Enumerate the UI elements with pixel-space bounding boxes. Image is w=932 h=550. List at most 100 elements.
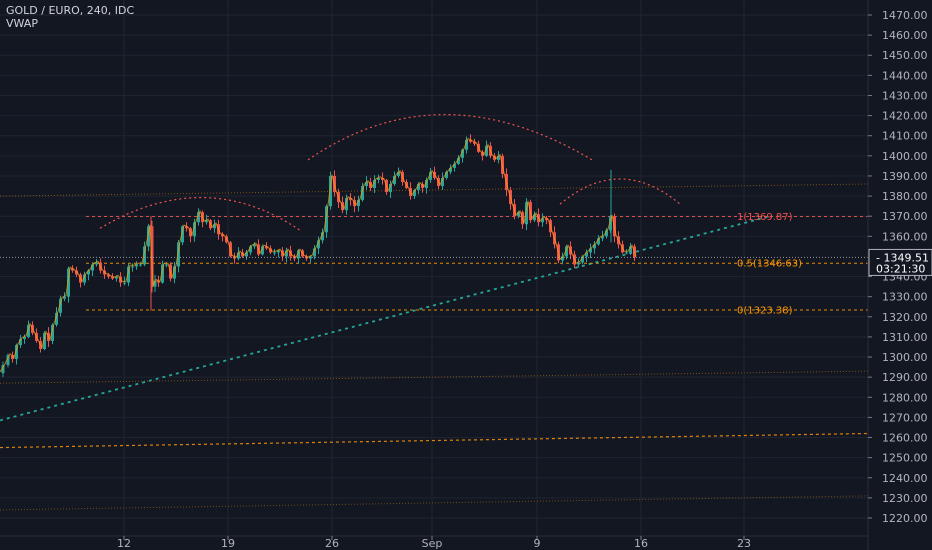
candle-body bbox=[397, 171, 400, 176]
time-axis: 12 19 26 Sep 9 16 23 bbox=[117, 536, 751, 550]
price-axis-label: 1410.00 bbox=[882, 130, 928, 143]
candle-body bbox=[153, 280, 157, 287]
price-axis-label: 1230.00 bbox=[882, 492, 928, 505]
candle-body bbox=[329, 175, 332, 207]
channel-line-upper bbox=[0, 183, 869, 197]
candle-body bbox=[181, 226, 184, 243]
candle-body bbox=[91, 264, 94, 271]
candle-body bbox=[273, 252, 276, 254]
fib-level-1-label: 1(1369.87) bbox=[737, 212, 793, 223]
candle-body bbox=[413, 190, 416, 197]
price-axis-label: 1390.00 bbox=[882, 170, 928, 183]
candle-body bbox=[425, 179, 428, 189]
channel-line-lowest bbox=[0, 495, 869, 511]
candle-body bbox=[597, 238, 600, 245]
candle-body bbox=[317, 240, 320, 249]
symbol-title: GOLD / EURO, 240, IDC bbox=[6, 4, 135, 17]
price-axis-label: 1260.00 bbox=[882, 432, 928, 445]
left-shoulder-arc bbox=[99, 197, 301, 231]
candle-body bbox=[469, 139, 472, 142]
candle-body bbox=[389, 184, 392, 193]
time-axis-label: 9 bbox=[534, 537, 541, 550]
candle-body bbox=[67, 268, 70, 297]
candle-body bbox=[585, 252, 588, 257]
candle-body bbox=[325, 206, 328, 233]
candle-body bbox=[297, 250, 300, 259]
candle-body bbox=[393, 175, 396, 185]
candle-body bbox=[313, 248, 316, 257]
candle-body bbox=[377, 177, 380, 180]
time-axis-label: 23 bbox=[737, 537, 751, 550]
candle-body bbox=[593, 244, 596, 249]
price-axis-label: 1400.00 bbox=[882, 150, 928, 163]
candle-body bbox=[361, 186, 364, 201]
candle-body bbox=[253, 244, 256, 247]
time-axis-label: 19 bbox=[221, 537, 235, 550]
candle-body bbox=[629, 246, 632, 253]
candle-body bbox=[111, 276, 114, 279]
candle-body bbox=[581, 256, 584, 263]
candle-body bbox=[107, 274, 110, 277]
candle-body bbox=[165, 264, 168, 266]
candle-body bbox=[161, 264, 164, 283]
time-axis-label: 16 bbox=[634, 537, 648, 550]
candle-body bbox=[15, 344, 18, 360]
candle-body bbox=[115, 276, 118, 279]
candle-body bbox=[533, 214, 536, 221]
candle-body bbox=[27, 324, 30, 337]
channel-line-bottom bbox=[0, 432, 869, 449]
price-axis-label: 1220.00 bbox=[882, 512, 928, 525]
chart-legend: GOLD / EURO, 240, IDC VWAP bbox=[6, 4, 134, 30]
candle-body bbox=[373, 179, 376, 189]
time-axis-label: 12 bbox=[117, 537, 131, 550]
price-axis-label: 1320.00 bbox=[882, 311, 928, 324]
candle-body bbox=[625, 252, 628, 254]
candle-body bbox=[453, 163, 456, 168]
candle-body bbox=[473, 141, 476, 144]
indicator-vwap-label: VWAP bbox=[6, 17, 38, 30]
candle-body bbox=[147, 226, 150, 247]
candle-body bbox=[365, 181, 368, 187]
candle-body bbox=[143, 246, 146, 265]
candle-body bbox=[577, 262, 580, 265]
candle-body bbox=[525, 202, 528, 225]
candle-body bbox=[517, 212, 520, 217]
candle-body bbox=[237, 252, 240, 259]
current-price-box bbox=[868, 248, 932, 276]
current-price-value: - 1349.51 bbox=[876, 251, 929, 264]
candle-body bbox=[95, 262, 98, 265]
candle-body bbox=[545, 218, 548, 221]
head-arc bbox=[307, 113, 593, 161]
candle-body bbox=[381, 177, 384, 180]
price-axis-label: 1440.00 bbox=[882, 69, 928, 82]
price-axis-label: 1310.00 bbox=[882, 331, 928, 344]
candle-body bbox=[71, 268, 74, 271]
fib-retracement: 1(1369.87) 0.5(1346.63) 0(1323.38) bbox=[86, 212, 868, 316]
price-axis-label: 1380.00 bbox=[882, 190, 928, 203]
candle-body bbox=[497, 155, 500, 160]
time-axis-label: Sep bbox=[422, 537, 443, 550]
candle-body bbox=[277, 250, 280, 253]
candle-body bbox=[357, 200, 360, 207]
candle-body bbox=[445, 171, 448, 178]
price-axis-label: 1240.00 bbox=[882, 472, 928, 485]
price-axis-label: 1270.00 bbox=[882, 411, 928, 424]
candle-body bbox=[23, 336, 26, 339]
fib-level-0-5-label: 0.5(1346.63) bbox=[737, 259, 802, 270]
candle-body bbox=[429, 171, 432, 180]
candle-body bbox=[59, 298, 62, 313]
candle-body bbox=[561, 256, 564, 261]
candle-body bbox=[177, 242, 180, 267]
candle-body bbox=[197, 212, 200, 223]
drawing-tools bbox=[0, 113, 869, 511]
candle-body bbox=[249, 246, 252, 253]
candle-body bbox=[465, 139, 468, 150]
candle-body bbox=[605, 230, 608, 237]
candle-body bbox=[139, 264, 142, 266]
candle-body bbox=[1, 365, 5, 374]
candle-body bbox=[449, 167, 452, 172]
vwap-line bbox=[0, 137, 637, 373]
